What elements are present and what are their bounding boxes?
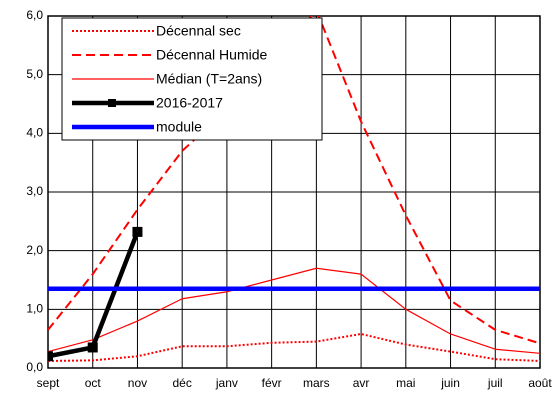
series-line: [48, 332, 540, 362]
x-tick-label: déc: [173, 376, 192, 390]
point-marker: [48, 351, 53, 362]
y-tick-label: 0,0: [26, 360, 43, 374]
x-tick-label: févr: [262, 376, 282, 390]
legend-marker: [108, 99, 116, 107]
x-tick-label: janv: [215, 376, 238, 390]
legend-label: 2016-2017: [156, 95, 223, 111]
x-tick-label: mars: [303, 376, 330, 390]
legend-label: Décennal Humide: [156, 47, 267, 63]
y-tick-label: 3,0: [26, 184, 43, 198]
legend-label: Médian (T=2ans): [156, 71, 262, 87]
y-tick-label: 4,0: [26, 126, 43, 140]
x-tick-label: sept: [37, 376, 60, 390]
x-tick-label: avr: [353, 376, 370, 390]
y-tick-label: 6,0: [26, 8, 43, 22]
x-tick-label: oct: [85, 376, 102, 390]
x-tick-label: juin: [440, 376, 460, 390]
y-tick-label: 5,0: [26, 67, 43, 81]
legend-label: Décennal sec: [156, 23, 241, 39]
legend-label: module: [156, 119, 202, 135]
x-tick-label: nov: [128, 376, 147, 390]
plot-frame: [47, 15, 541, 369]
point-marker: [132, 226, 143, 237]
x-tick-label: juil: [487, 376, 503, 390]
x-tick-label: mai: [396, 376, 415, 390]
y-tick-label: 2,0: [26, 243, 43, 257]
point-marker: [87, 342, 98, 353]
x-tick-label: août: [528, 376, 552, 390]
series-line: [48, 267, 540, 354]
y-tick-label: 1,0: [26, 302, 43, 316]
